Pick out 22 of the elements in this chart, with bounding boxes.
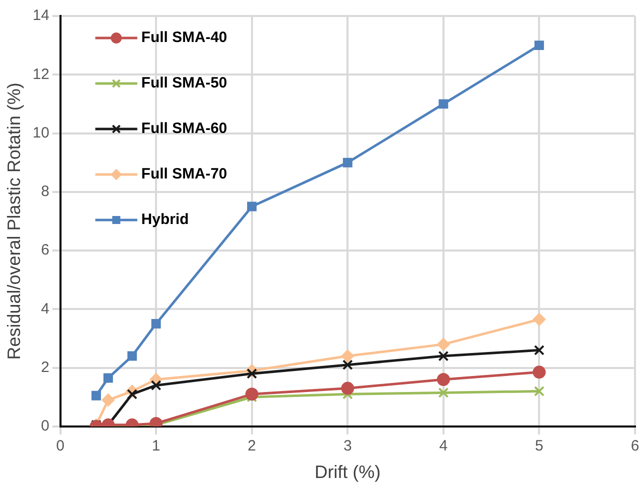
y-tick-label: 6 [40, 242, 50, 259]
y-tick-label: 12 [32, 66, 50, 83]
y-tick-label: 0 [40, 418, 50, 435]
y-axis-title: Residual/overal Plastic Rotatin (%) [4, 82, 24, 360]
y-tick-label: 2 [40, 358, 50, 376]
legend-label: Hybrid [141, 211, 189, 228]
y-tick-label: 4 [40, 300, 50, 318]
x-tick-label: 1 [152, 438, 160, 455]
y-tick-label: 10 [32, 124, 50, 142]
legend-label: Full SMA-40 [141, 29, 228, 46]
legend-label: Full SMA-50 [141, 74, 228, 92]
x-tick-label: 6 [630, 438, 640, 455]
y-tick-label: 8 [40, 183, 50, 200]
x-tick-label: 4 [439, 438, 448, 455]
x-tick-label: 5 [535, 438, 544, 455]
legend-label: Full SMA-70 [141, 166, 228, 183]
x-tick-label: 3 [343, 438, 352, 455]
x-tick-label: 2 [248, 438, 256, 455]
y-tick-label: 14 [32, 7, 50, 24]
legend-label: Full SMA-60 [141, 120, 228, 138]
x-tick-label: 0 [56, 438, 64, 455]
x-axis-title: Drift (%) [314, 462, 381, 482]
